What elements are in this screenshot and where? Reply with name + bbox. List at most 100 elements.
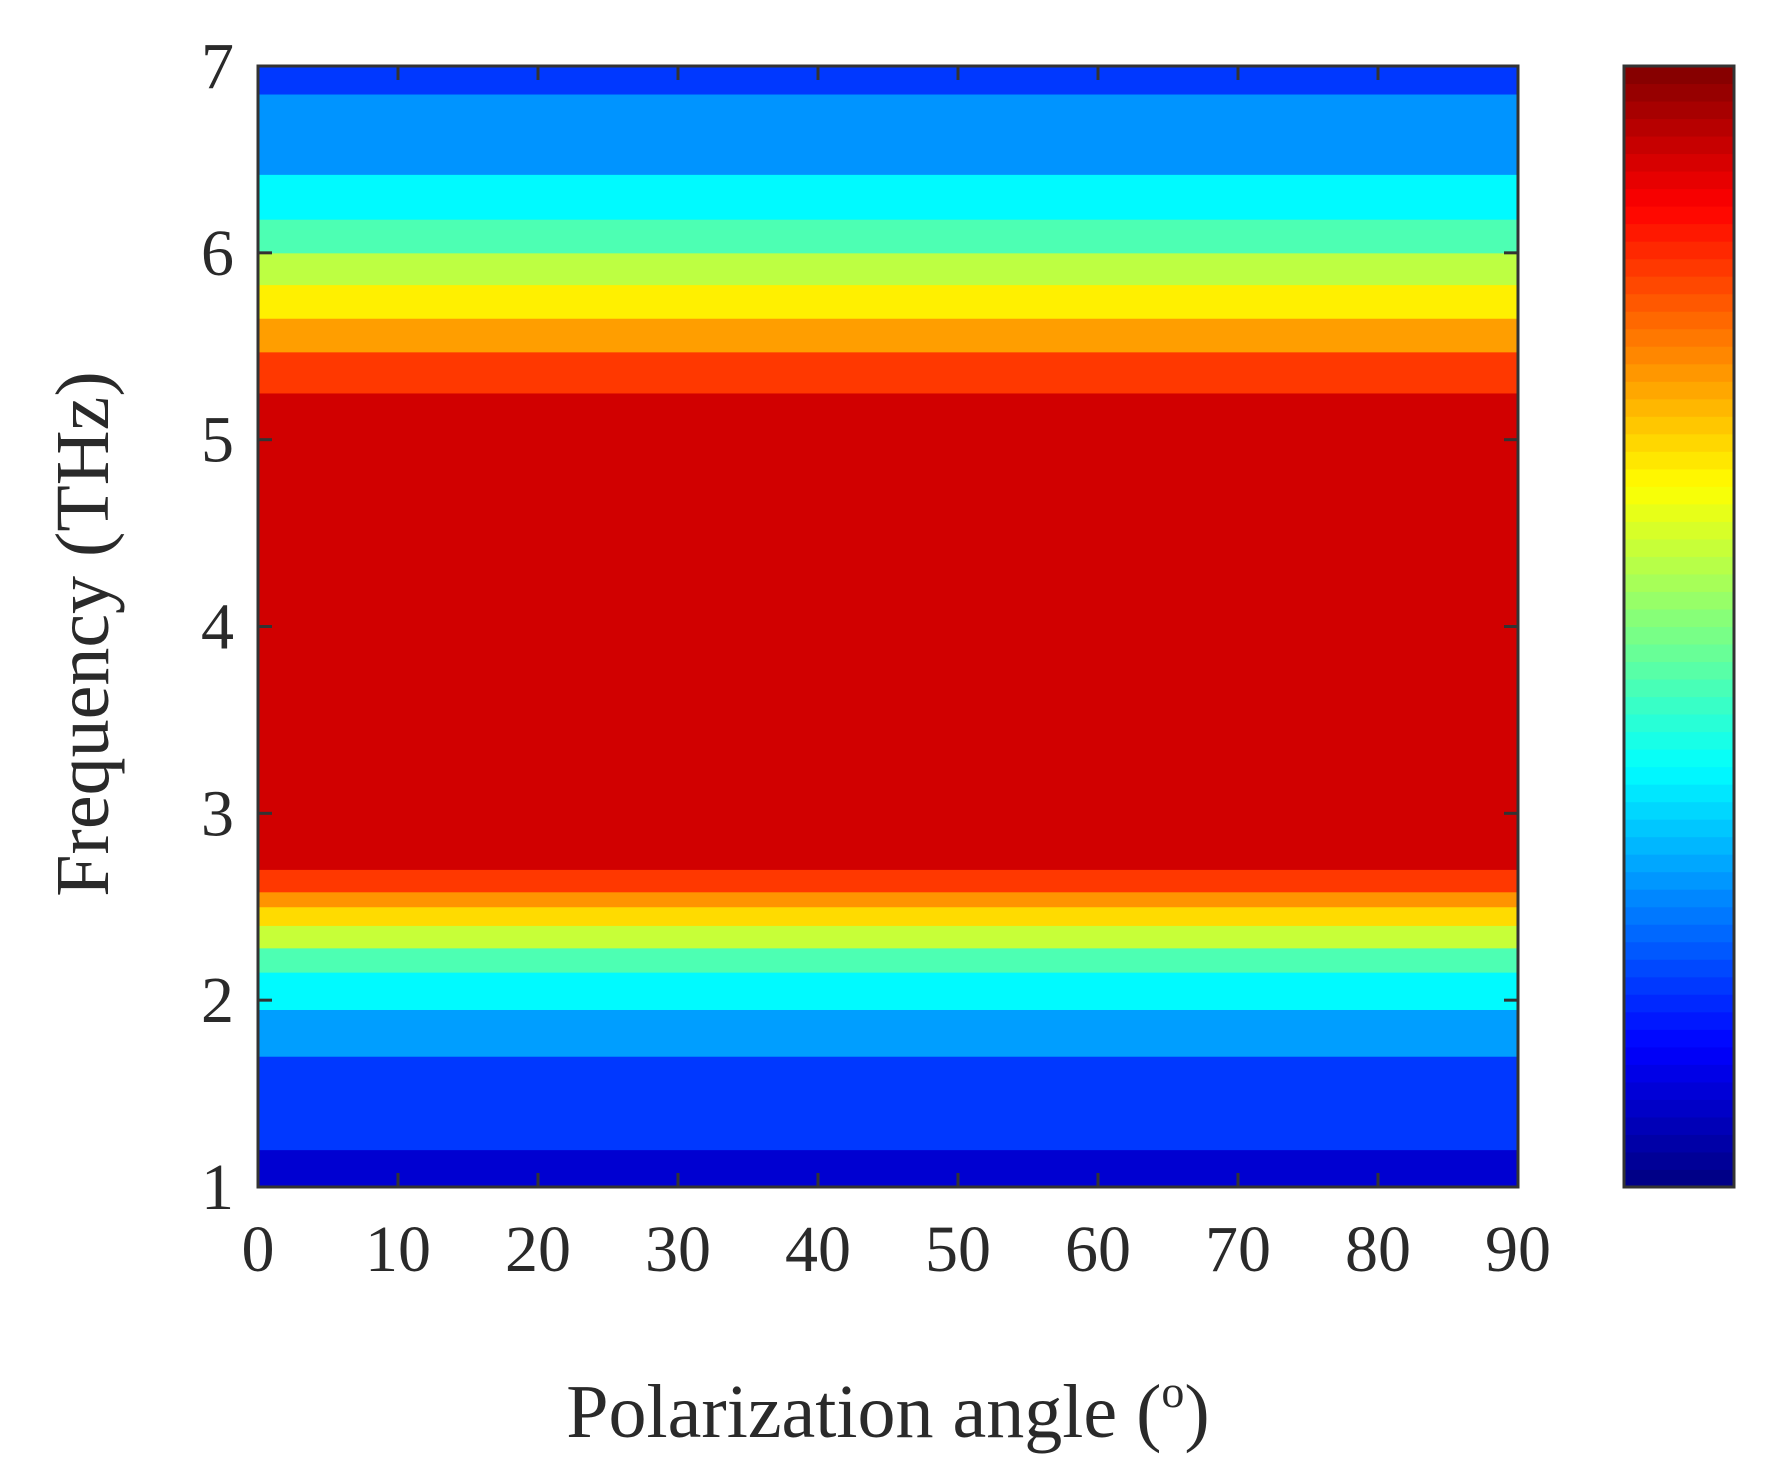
colorbar-step <box>1624 328 1734 347</box>
colorbar-step <box>1624 748 1734 768</box>
y-tick-label: 7 <box>201 30 234 103</box>
x-tick-label: 30 <box>645 1213 711 1286</box>
colorbar-step <box>1624 888 1734 908</box>
x-tick-label: 60 <box>1065 1213 1131 1286</box>
colorbar-step <box>1624 590 1734 610</box>
colorbar-step <box>1624 293 1734 312</box>
colorbar-step <box>1624 1046 1734 1065</box>
heatmap-band-2 <box>258 1009 1518 1057</box>
y-tick-labels: 1 2 3 4 5 6 7 <box>201 30 234 1224</box>
colorbar-step <box>1624 1151 1734 1170</box>
colorbar-step <box>1624 345 1734 365</box>
colorbar-step <box>1624 450 1734 470</box>
heatmap-band-4 <box>258 947 1518 973</box>
colorbar-step <box>1624 871 1734 890</box>
colorbar-step <box>1624 380 1734 400</box>
heatmap-band-17 <box>258 66 1518 95</box>
heatmap-band-14 <box>258 218 1518 254</box>
colorbar-step <box>1624 555 1734 575</box>
colorbar-step <box>1624 205 1734 225</box>
heatmap-band-13 <box>258 252 1518 286</box>
axis-ticks <box>256 64 1520 1189</box>
colorbar-step <box>1624 661 1734 680</box>
colorbar-step <box>1624 1168 1734 1188</box>
colorbar-frame <box>1622 64 1736 1189</box>
x-axis-title-text: Polarization angle ( <box>566 1370 1161 1454</box>
colorbar-step <box>1624 538 1734 557</box>
colorbar-step <box>1624 240 1734 260</box>
colorbar-step <box>1624 188 1734 207</box>
y-axis-title: Frequency (THz) <box>41 371 125 896</box>
colorbar-step <box>1624 678 1734 698</box>
x-axis-title-superscript: o <box>1161 1366 1184 1417</box>
colorbar-step <box>1624 626 1734 645</box>
colorbar-step <box>1624 415 1734 435</box>
heatmap-band-1 <box>258 1055 1518 1151</box>
colorbar-step <box>1624 993 1734 1013</box>
heatmap-band-16 <box>258 93 1518 175</box>
x-axis-title-suffix: ) <box>1184 1370 1209 1454</box>
colorbar-step <box>1624 520 1734 540</box>
colorbar-step <box>1624 731 1734 750</box>
heatmap-band-3 <box>258 971 1518 1011</box>
colorbar-step <box>1624 573 1734 592</box>
colorbar-step <box>1624 503 1734 522</box>
x-tick-label: 90 <box>1485 1213 1551 1286</box>
colorbar-step <box>1624 468 1734 487</box>
colorbar-step <box>1624 976 1734 995</box>
colorbar-step <box>1624 1081 1734 1100</box>
x-tick-label: 0 <box>242 1213 275 1286</box>
colorbar-step <box>1624 1028 1734 1048</box>
y-tick-label: 3 <box>201 777 234 850</box>
colorbar-step <box>1624 398 1734 417</box>
colorbar-step <box>1624 83 1734 102</box>
colorbar-step <box>1624 258 1734 277</box>
x-tick-label: 20 <box>505 1213 571 1286</box>
heatmap-band-10 <box>258 351 1518 394</box>
colorbar-step <box>1624 713 1734 733</box>
heatmap-band-15 <box>258 173 1518 220</box>
colorbar-step <box>1624 118 1734 137</box>
colorbar-step <box>1624 433 1734 452</box>
colorbar-step <box>1624 818 1734 838</box>
colorbar-step <box>1624 135 1734 155</box>
x-tick-label: 80 <box>1345 1213 1411 1286</box>
y-tick-label: 4 <box>201 591 234 664</box>
y-tick-label: 5 <box>201 404 234 477</box>
colorbar-step <box>1624 65 1734 85</box>
heatmap-band-11 <box>258 317 1518 353</box>
colorbar-step <box>1624 310 1734 330</box>
colorbar-step <box>1624 1098 1734 1118</box>
colorbar-step <box>1624 643 1734 663</box>
colorbar-step <box>1624 275 1734 295</box>
y-tick-label: 6 <box>201 217 234 290</box>
colorbar-step <box>1624 906 1734 925</box>
heatmap-band-0 <box>258 1149 1518 1187</box>
x-tick-label: 10 <box>365 1213 431 1286</box>
colorbar-step <box>1624 836 1734 855</box>
colorbar-step <box>1624 1116 1734 1135</box>
colorbar-step <box>1624 958 1734 978</box>
x-axis-title: Polarization angle (o) <box>566 1366 1209 1454</box>
colorbar-step <box>1624 100 1734 120</box>
colorbar-step <box>1624 941 1734 960</box>
colorbar-step <box>1624 153 1734 172</box>
heatmap-band-6 <box>258 906 1518 926</box>
colorbar <box>1624 65 1734 1188</box>
colorbar-step <box>1624 923 1734 943</box>
heatmap-bands <box>258 66 1518 1187</box>
colorbar-step <box>1624 853 1734 873</box>
colorbar-step <box>1624 696 1734 715</box>
colorbar-step <box>1624 801 1734 820</box>
heatmap-band-9 <box>258 392 1518 870</box>
colorbar-step <box>1624 1011 1734 1030</box>
colorbar-step <box>1624 783 1734 803</box>
heatmap-band-12 <box>258 284 1518 319</box>
heatmap-band-7 <box>258 891 1518 908</box>
colorbar-step <box>1624 766 1734 785</box>
colorbar-step <box>1624 170 1734 190</box>
colorbar-step <box>1624 485 1734 505</box>
x-tick-label: 40 <box>785 1213 851 1286</box>
